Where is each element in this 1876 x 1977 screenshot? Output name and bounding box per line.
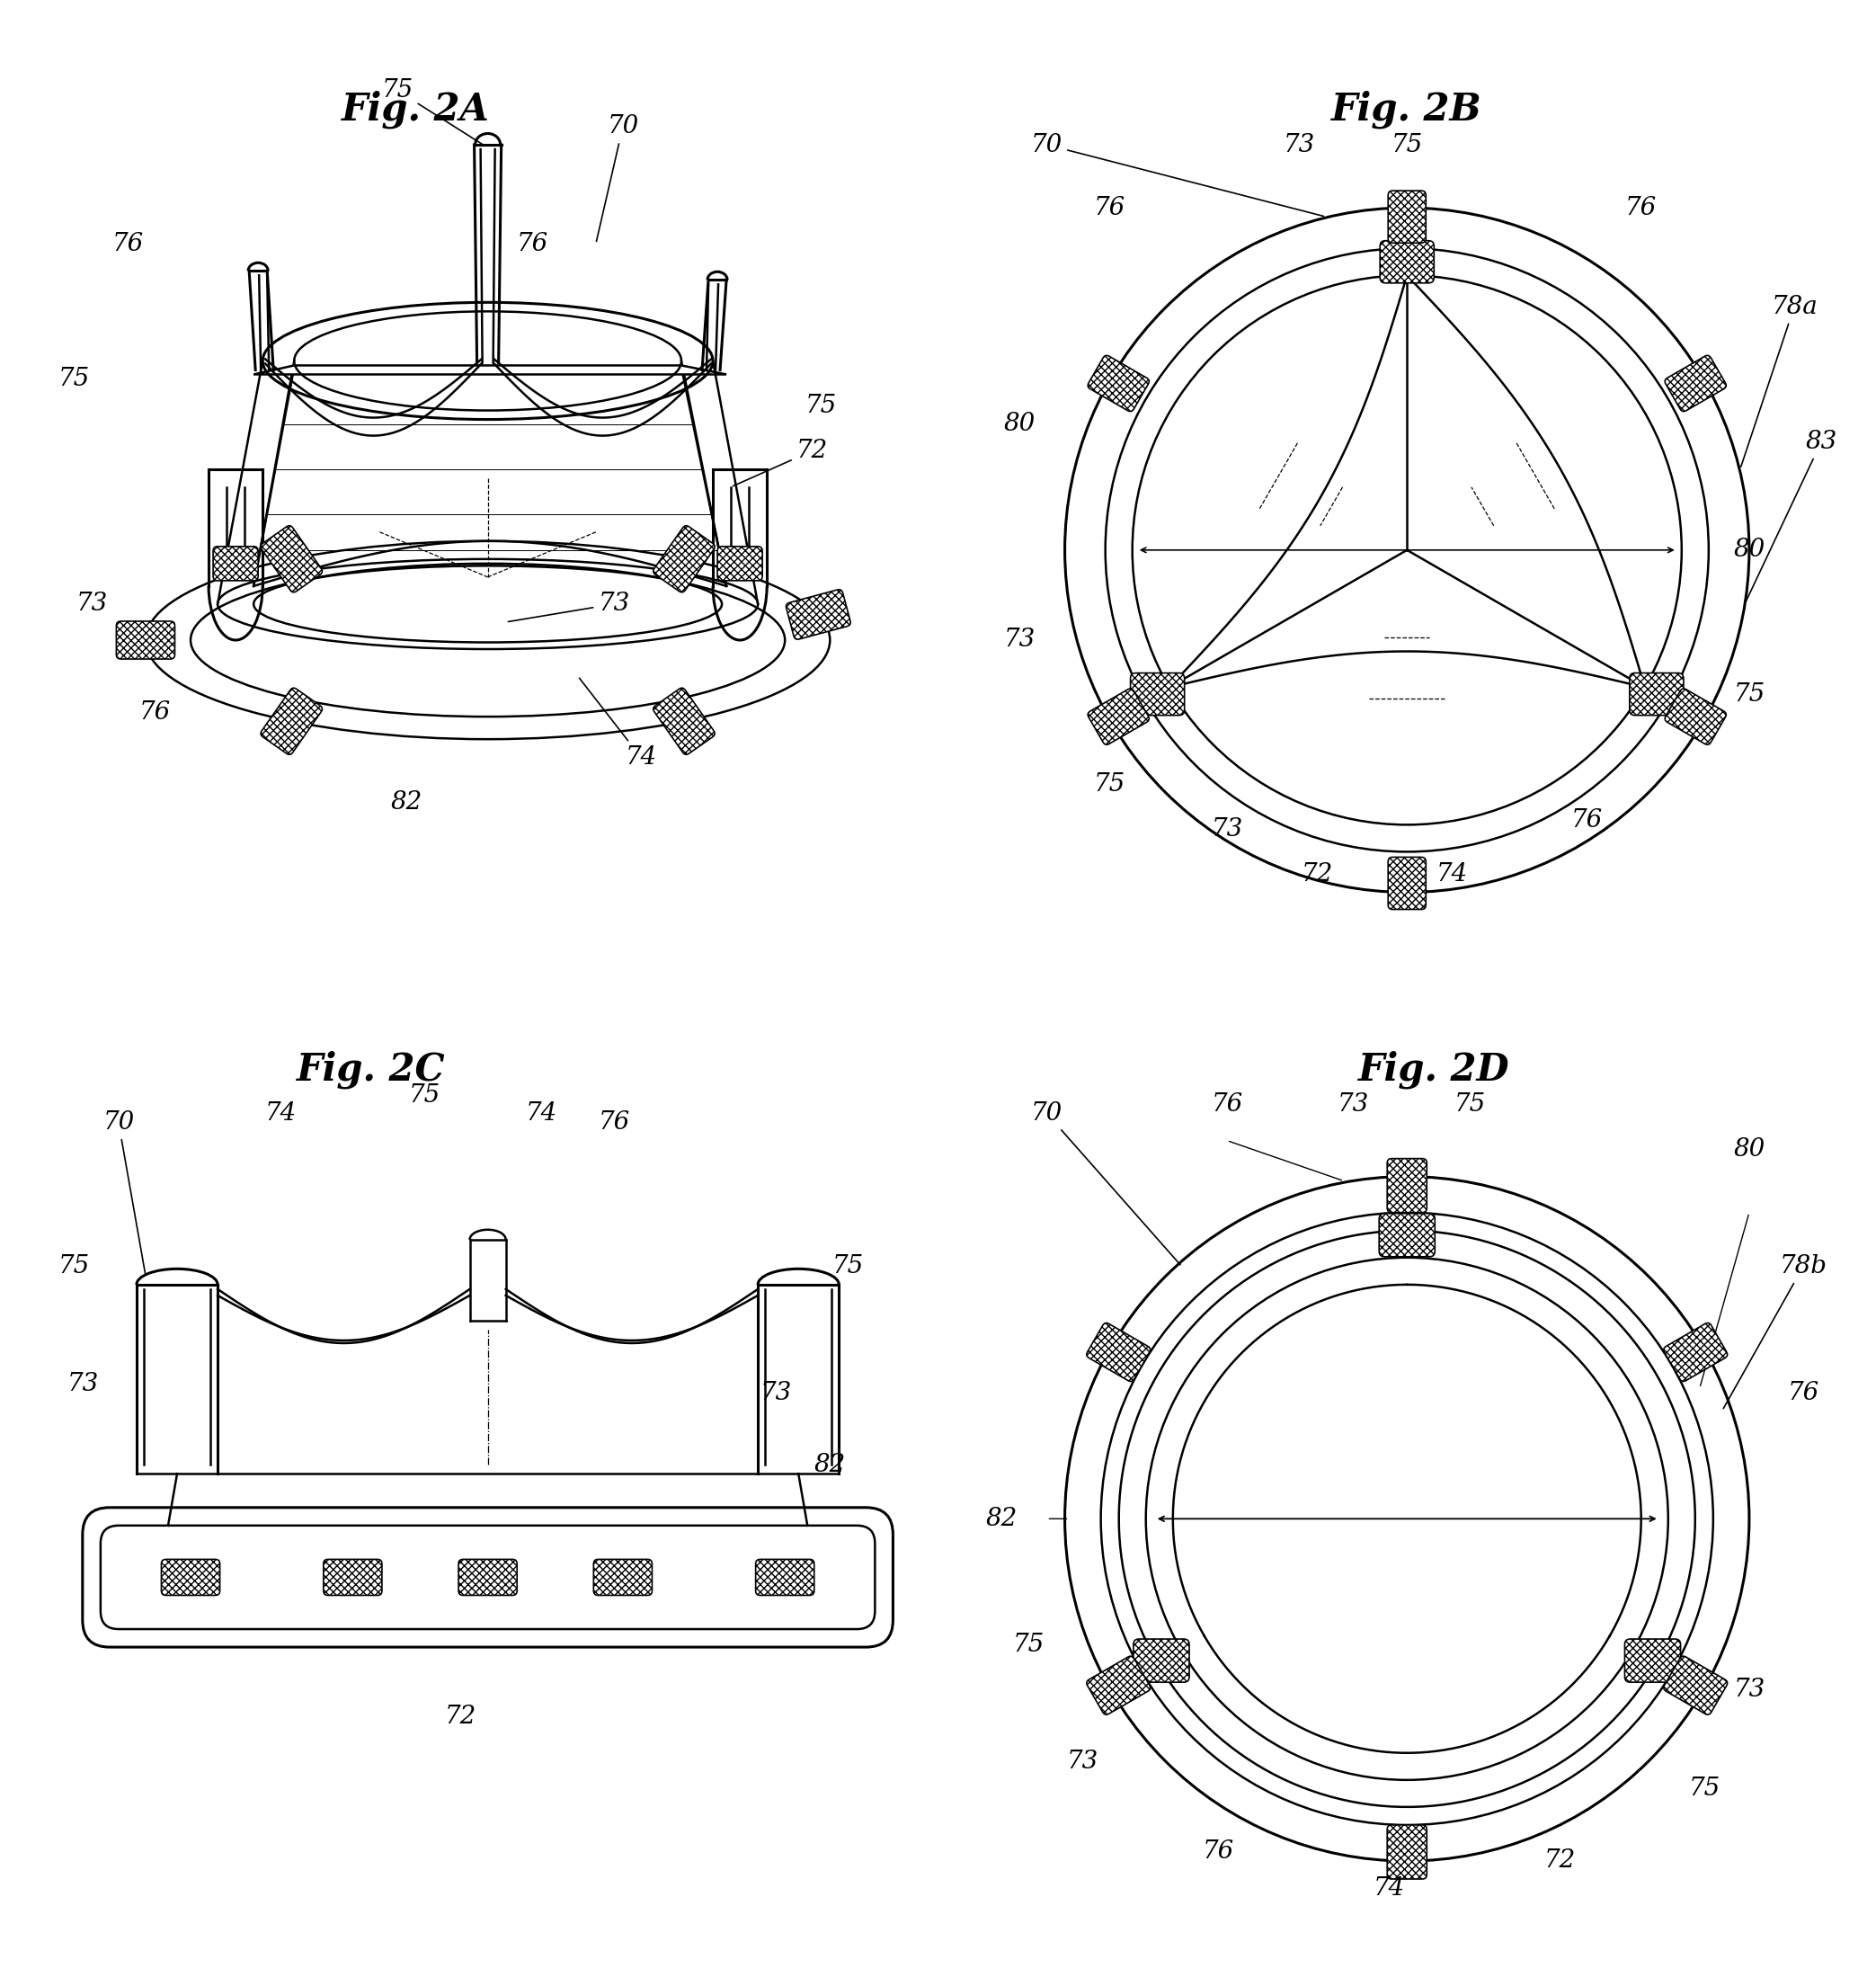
Text: 75: 75 xyxy=(409,1083,441,1107)
FancyBboxPatch shape xyxy=(116,621,174,658)
FancyBboxPatch shape xyxy=(1379,1214,1435,1257)
Text: 80: 80 xyxy=(1733,1137,1765,1162)
FancyBboxPatch shape xyxy=(214,546,259,581)
Text: Fig. 2D: Fig. 2D xyxy=(1358,1050,1510,1089)
Text: 74: 74 xyxy=(1437,862,1467,886)
FancyBboxPatch shape xyxy=(1664,356,1726,411)
Text: 75: 75 xyxy=(1094,773,1126,797)
Text: 75: 75 xyxy=(58,368,90,391)
Text: 76: 76 xyxy=(113,231,143,255)
Text: 76: 76 xyxy=(518,231,548,255)
FancyBboxPatch shape xyxy=(458,1560,518,1595)
Text: 78a: 78a xyxy=(1741,295,1818,467)
Text: 80: 80 xyxy=(1733,538,1765,561)
Text: 72: 72 xyxy=(445,1704,477,1730)
FancyBboxPatch shape xyxy=(1630,672,1683,716)
FancyBboxPatch shape xyxy=(653,526,715,593)
Text: 76: 76 xyxy=(598,1111,630,1135)
Text: 76: 76 xyxy=(1572,809,1602,832)
Text: 75: 75 xyxy=(1392,132,1422,156)
FancyBboxPatch shape xyxy=(1086,1323,1150,1382)
Text: 75: 75 xyxy=(1013,1633,1045,1657)
Text: 82: 82 xyxy=(390,791,422,815)
Text: 82: 82 xyxy=(814,1453,846,1477)
FancyBboxPatch shape xyxy=(717,546,762,581)
FancyBboxPatch shape xyxy=(83,1508,893,1647)
FancyBboxPatch shape xyxy=(1664,1323,1728,1382)
Text: 80: 80 xyxy=(1004,411,1036,437)
Text: 75: 75 xyxy=(805,393,837,417)
FancyBboxPatch shape xyxy=(261,688,323,755)
FancyBboxPatch shape xyxy=(261,526,323,593)
Text: 82: 82 xyxy=(987,1506,1017,1530)
Text: 72: 72 xyxy=(1302,862,1332,886)
FancyBboxPatch shape xyxy=(1664,1657,1728,1714)
Text: 70: 70 xyxy=(597,115,638,241)
FancyBboxPatch shape xyxy=(1386,1825,1428,1878)
Text: 75: 75 xyxy=(383,79,484,144)
Text: 74: 74 xyxy=(1373,1876,1405,1900)
FancyBboxPatch shape xyxy=(1088,688,1150,745)
Text: 73: 73 xyxy=(1212,817,1242,842)
Text: 72: 72 xyxy=(1544,1848,1576,1872)
FancyBboxPatch shape xyxy=(323,1560,383,1595)
Text: Fig. 2A: Fig. 2A xyxy=(341,91,490,129)
Polygon shape xyxy=(253,366,726,374)
FancyBboxPatch shape xyxy=(1664,688,1726,745)
Text: 73: 73 xyxy=(75,591,107,617)
FancyBboxPatch shape xyxy=(161,1560,219,1595)
FancyBboxPatch shape xyxy=(756,1560,814,1595)
Text: 73: 73 xyxy=(1338,1093,1369,1117)
Text: 75: 75 xyxy=(1733,682,1765,706)
FancyBboxPatch shape xyxy=(1086,1657,1150,1714)
Text: 74: 74 xyxy=(265,1101,296,1125)
Text: 76: 76 xyxy=(1094,196,1126,219)
Text: 74: 74 xyxy=(525,1101,557,1125)
Text: 75: 75 xyxy=(58,1255,90,1279)
Text: 73: 73 xyxy=(1283,132,1315,156)
Text: 72: 72 xyxy=(734,439,827,486)
FancyBboxPatch shape xyxy=(786,589,850,639)
Text: 75: 75 xyxy=(833,1255,863,1279)
Text: 83: 83 xyxy=(1747,429,1837,601)
Text: 76: 76 xyxy=(1625,196,1657,219)
FancyBboxPatch shape xyxy=(1133,1639,1189,1682)
Text: 73: 73 xyxy=(760,1380,792,1406)
FancyBboxPatch shape xyxy=(1131,672,1184,716)
Text: 76: 76 xyxy=(1203,1841,1234,1864)
Text: 76: 76 xyxy=(139,700,171,724)
FancyBboxPatch shape xyxy=(593,1560,653,1595)
Text: 75: 75 xyxy=(1688,1777,1720,1801)
Text: 78b: 78b xyxy=(1724,1255,1827,1408)
Text: 76: 76 xyxy=(1212,1093,1242,1117)
FancyBboxPatch shape xyxy=(653,688,715,755)
Ellipse shape xyxy=(218,559,758,648)
Text: 73: 73 xyxy=(1067,1750,1099,1773)
FancyBboxPatch shape xyxy=(1388,190,1426,243)
Text: 73: 73 xyxy=(508,591,630,621)
Text: Fig. 2B: Fig. 2B xyxy=(1332,91,1482,129)
FancyBboxPatch shape xyxy=(1388,858,1426,909)
Text: 70: 70 xyxy=(103,1111,144,1273)
FancyBboxPatch shape xyxy=(1625,1639,1681,1682)
FancyBboxPatch shape xyxy=(1386,1159,1428,1212)
Text: 74: 74 xyxy=(580,678,657,769)
FancyBboxPatch shape xyxy=(1088,356,1150,411)
Text: 75: 75 xyxy=(1454,1093,1486,1117)
Text: 76: 76 xyxy=(1788,1380,1820,1406)
Text: 73: 73 xyxy=(1004,629,1036,652)
Text: 73: 73 xyxy=(1733,1678,1765,1702)
Text: 70: 70 xyxy=(1032,1101,1180,1265)
Text: 73: 73 xyxy=(68,1372,98,1396)
FancyBboxPatch shape xyxy=(1381,241,1433,283)
Text: Fig. 2C: Fig. 2C xyxy=(296,1050,445,1089)
Text: 70: 70 xyxy=(1032,132,1324,215)
